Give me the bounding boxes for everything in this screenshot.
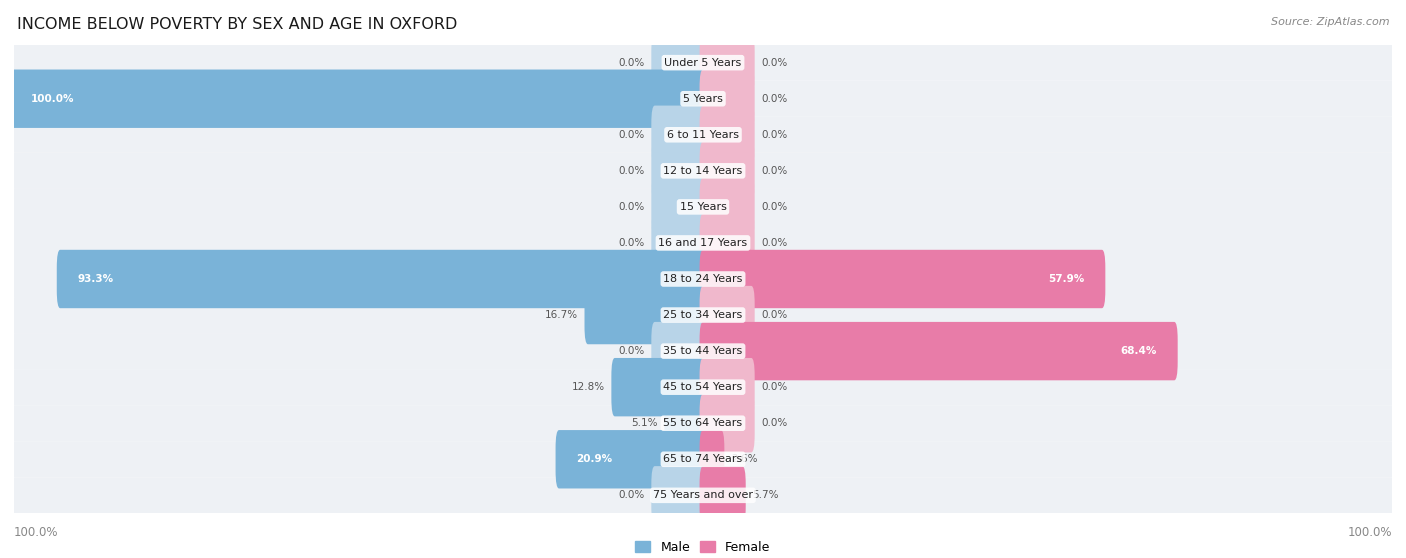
FancyBboxPatch shape xyxy=(651,214,706,272)
Text: 45 to 54 Years: 45 to 54 Years xyxy=(664,382,742,392)
Text: 0.0%: 0.0% xyxy=(762,310,787,320)
Text: 6 to 11 Years: 6 to 11 Years xyxy=(666,130,740,140)
Text: 100.0%: 100.0% xyxy=(14,526,59,539)
FancyBboxPatch shape xyxy=(700,177,755,236)
FancyBboxPatch shape xyxy=(700,105,755,164)
Text: 25 to 34 Years: 25 to 34 Years xyxy=(664,310,742,320)
FancyBboxPatch shape xyxy=(700,142,755,200)
FancyBboxPatch shape xyxy=(14,117,1392,153)
Text: 0.0%: 0.0% xyxy=(619,202,644,212)
FancyBboxPatch shape xyxy=(14,477,1392,513)
Text: 0.0%: 0.0% xyxy=(762,130,787,140)
Text: 5.7%: 5.7% xyxy=(752,490,779,501)
Text: 65 to 74 Years: 65 to 74 Years xyxy=(664,454,742,464)
FancyBboxPatch shape xyxy=(612,358,706,416)
FancyBboxPatch shape xyxy=(700,358,755,416)
FancyBboxPatch shape xyxy=(651,177,706,236)
Text: 0.0%: 0.0% xyxy=(619,57,644,68)
Legend: Male, Female: Male, Female xyxy=(630,536,776,558)
Text: 0.0%: 0.0% xyxy=(619,346,644,356)
FancyBboxPatch shape xyxy=(14,225,1392,261)
FancyBboxPatch shape xyxy=(14,297,1392,333)
FancyBboxPatch shape xyxy=(700,214,755,272)
Text: 55 to 64 Years: 55 to 64 Years xyxy=(664,418,742,428)
Text: 0.0%: 0.0% xyxy=(762,166,787,176)
FancyBboxPatch shape xyxy=(700,466,745,525)
FancyBboxPatch shape xyxy=(700,33,755,92)
FancyBboxPatch shape xyxy=(651,142,706,200)
FancyBboxPatch shape xyxy=(11,70,706,128)
FancyBboxPatch shape xyxy=(14,333,1392,369)
FancyBboxPatch shape xyxy=(700,70,755,128)
FancyBboxPatch shape xyxy=(700,394,755,453)
Text: Source: ZipAtlas.com: Source: ZipAtlas.com xyxy=(1271,17,1389,27)
Text: 12 to 14 Years: 12 to 14 Years xyxy=(664,166,742,176)
FancyBboxPatch shape xyxy=(665,394,706,453)
Text: 0.0%: 0.0% xyxy=(619,166,644,176)
FancyBboxPatch shape xyxy=(14,45,1392,81)
FancyBboxPatch shape xyxy=(56,250,706,308)
Text: 0.0%: 0.0% xyxy=(762,418,787,428)
FancyBboxPatch shape xyxy=(555,430,706,488)
Text: 75 Years and over: 75 Years and over xyxy=(652,490,754,501)
Text: INCOME BELOW POVERTY BY SEX AND AGE IN OXFORD: INCOME BELOW POVERTY BY SEX AND AGE IN O… xyxy=(17,17,457,32)
Text: 0.0%: 0.0% xyxy=(619,130,644,140)
FancyBboxPatch shape xyxy=(700,286,755,344)
Text: Under 5 Years: Under 5 Years xyxy=(665,57,741,68)
FancyBboxPatch shape xyxy=(700,430,724,488)
FancyBboxPatch shape xyxy=(14,261,1392,297)
Text: 0.0%: 0.0% xyxy=(762,94,787,104)
FancyBboxPatch shape xyxy=(14,369,1392,405)
FancyBboxPatch shape xyxy=(700,322,1178,381)
Text: 5.1%: 5.1% xyxy=(631,418,658,428)
Text: 68.4%: 68.4% xyxy=(1121,346,1157,356)
Text: 16 and 17 Years: 16 and 17 Years xyxy=(658,238,748,248)
FancyBboxPatch shape xyxy=(651,322,706,381)
Text: 16.7%: 16.7% xyxy=(544,310,578,320)
Text: 0.0%: 0.0% xyxy=(762,382,787,392)
Text: 0.0%: 0.0% xyxy=(762,202,787,212)
FancyBboxPatch shape xyxy=(14,405,1392,441)
Text: 20.9%: 20.9% xyxy=(576,454,613,464)
FancyBboxPatch shape xyxy=(14,81,1392,117)
Text: 15 Years: 15 Years xyxy=(679,202,727,212)
Text: 0.0%: 0.0% xyxy=(619,490,644,501)
Text: 18 to 24 Years: 18 to 24 Years xyxy=(664,274,742,284)
Text: 57.9%: 57.9% xyxy=(1049,274,1084,284)
Text: 35 to 44 Years: 35 to 44 Years xyxy=(664,346,742,356)
Text: 0.0%: 0.0% xyxy=(619,238,644,248)
FancyBboxPatch shape xyxy=(14,189,1392,225)
FancyBboxPatch shape xyxy=(651,105,706,164)
FancyBboxPatch shape xyxy=(651,466,706,525)
Text: 0.0%: 0.0% xyxy=(762,238,787,248)
FancyBboxPatch shape xyxy=(651,33,706,92)
FancyBboxPatch shape xyxy=(585,286,706,344)
Text: 93.3%: 93.3% xyxy=(77,274,114,284)
FancyBboxPatch shape xyxy=(700,250,1105,308)
FancyBboxPatch shape xyxy=(14,153,1392,189)
FancyBboxPatch shape xyxy=(14,441,1392,477)
Text: 5 Years: 5 Years xyxy=(683,94,723,104)
Text: 100.0%: 100.0% xyxy=(1347,526,1392,539)
Text: 0.0%: 0.0% xyxy=(762,57,787,68)
Text: 12.8%: 12.8% xyxy=(571,382,605,392)
Text: 100.0%: 100.0% xyxy=(31,94,75,104)
Text: 2.6%: 2.6% xyxy=(731,454,758,464)
